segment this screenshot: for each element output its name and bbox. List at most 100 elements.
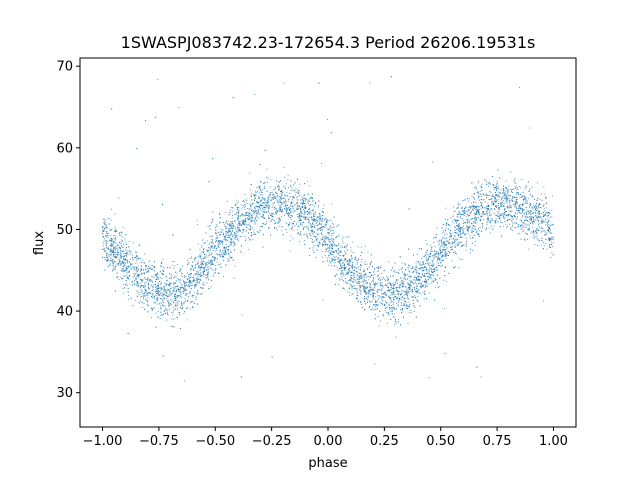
data-point xyxy=(502,205,504,207)
data-point xyxy=(137,271,139,273)
data-point xyxy=(500,203,502,205)
data-point xyxy=(372,279,374,281)
data-point xyxy=(126,250,128,252)
data-point xyxy=(331,237,333,239)
data-point xyxy=(171,300,173,302)
data-point xyxy=(133,269,135,271)
data-point xyxy=(135,258,137,260)
data-point xyxy=(400,308,402,310)
data-point xyxy=(257,208,259,210)
data-point xyxy=(354,267,356,269)
data-point xyxy=(428,273,430,275)
data-point xyxy=(475,210,477,212)
data-point xyxy=(368,293,370,295)
data-point xyxy=(466,216,468,218)
data-point xyxy=(259,213,261,215)
data-point xyxy=(279,207,281,209)
data-point xyxy=(489,199,491,201)
data-point xyxy=(454,219,456,221)
data-point xyxy=(241,225,243,226)
data-point xyxy=(532,226,534,228)
data-point xyxy=(465,249,467,251)
data-point xyxy=(490,225,492,227)
data-point xyxy=(103,248,105,250)
data-point xyxy=(483,219,485,220)
data-point xyxy=(543,221,545,223)
data-point xyxy=(144,284,146,286)
data-point xyxy=(467,232,469,234)
data-point xyxy=(115,248,117,250)
data-point xyxy=(316,221,318,223)
data-point xyxy=(341,240,343,242)
data-point xyxy=(300,215,302,217)
data-point xyxy=(207,256,209,258)
data-point xyxy=(384,296,386,298)
data-point xyxy=(354,285,356,287)
data-point xyxy=(449,232,451,234)
data-point xyxy=(235,213,237,215)
data-point xyxy=(200,279,202,281)
data-point xyxy=(510,171,512,173)
data-point xyxy=(404,273,406,275)
data-point xyxy=(180,292,182,294)
data-point xyxy=(164,307,166,309)
data-point xyxy=(416,292,418,294)
data-point xyxy=(307,237,309,239)
data-point xyxy=(178,290,180,292)
data-point xyxy=(345,261,347,263)
data-point xyxy=(285,202,287,204)
data-point xyxy=(104,258,106,260)
data-point xyxy=(363,276,365,278)
data-point xyxy=(302,202,304,204)
data-point xyxy=(486,214,488,216)
data-point xyxy=(299,212,301,214)
data-point xyxy=(467,225,469,227)
data-point xyxy=(232,223,234,224)
data-point xyxy=(490,198,492,200)
data-point xyxy=(212,211,214,213)
data-point xyxy=(531,206,533,208)
data-point xyxy=(190,302,192,304)
data-point xyxy=(363,290,365,292)
data-point xyxy=(102,243,104,245)
data-point xyxy=(185,293,187,295)
data-point xyxy=(329,226,331,228)
data-point xyxy=(512,200,514,202)
data-point xyxy=(472,182,474,184)
data-point xyxy=(273,223,275,225)
data-point xyxy=(397,305,399,307)
data-point xyxy=(231,234,233,236)
data-point xyxy=(360,281,362,283)
data-point xyxy=(487,195,489,197)
data-point xyxy=(355,258,357,260)
data-point xyxy=(462,214,464,216)
data-point xyxy=(163,291,165,293)
data-point xyxy=(255,205,257,207)
data-point xyxy=(329,241,331,243)
data-point xyxy=(504,192,506,194)
data-point xyxy=(376,290,378,292)
data-point xyxy=(201,258,203,260)
data-point xyxy=(151,284,153,286)
data-point xyxy=(313,219,315,221)
data-point xyxy=(140,273,142,275)
data-point xyxy=(439,259,441,261)
data-point xyxy=(298,220,300,222)
data-point xyxy=(441,255,443,257)
data-point xyxy=(169,284,171,286)
data-point xyxy=(232,226,234,228)
data-point xyxy=(232,245,234,247)
data-point xyxy=(550,256,552,258)
data-point xyxy=(102,230,104,231)
data-point xyxy=(250,184,252,186)
data-point xyxy=(441,245,443,247)
data-point xyxy=(444,270,446,272)
data-point xyxy=(472,201,474,203)
data-point xyxy=(403,281,405,283)
data-point xyxy=(289,206,291,208)
data-point xyxy=(183,282,185,284)
data-point xyxy=(145,281,147,283)
data-point xyxy=(461,207,463,209)
data-point xyxy=(526,216,528,218)
data-point xyxy=(348,270,350,272)
